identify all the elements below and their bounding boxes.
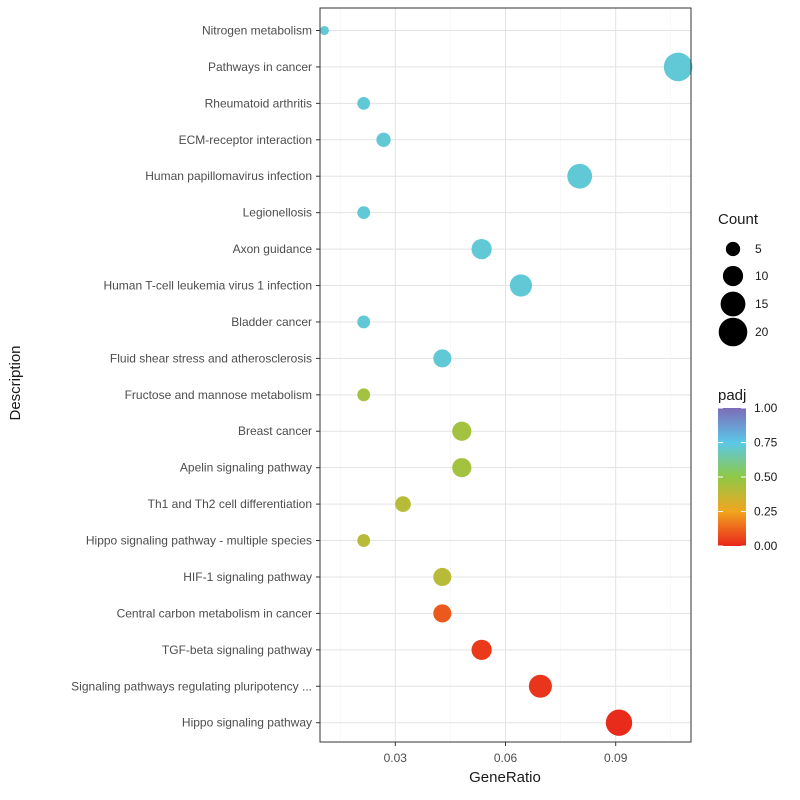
y-tick-label: Apelin signaling pathway <box>180 461 312 475</box>
data-point <box>452 421 472 441</box>
data-point <box>471 639 492 660</box>
x-axis-title: GeneRatio <box>469 769 541 786</box>
x-axis-ticks: 0.03 0.06 0.09 <box>384 742 628 765</box>
y-tick-label: Nitrogen metabolism <box>202 24 312 38</box>
colorbar-label: 0.25 <box>754 505 778 519</box>
count-legend-label: 5 <box>755 242 762 256</box>
padj-legend-title: padj <box>718 387 746 404</box>
x-tick-label: 0.09 <box>604 751 628 765</box>
y-tick-label: Breast cancer <box>238 424 312 438</box>
y-axis-title: Description <box>7 345 24 420</box>
count-legend-label: 15 <box>755 297 769 311</box>
data-point <box>357 388 371 402</box>
data-point <box>471 238 492 260</box>
x-tick-label: 0.03 <box>384 751 408 765</box>
y-tick-label: Human T-cell leukemia virus 1 infection <box>103 279 312 293</box>
padj-legend: padj 0.00 0.25 0.50 0.75 1.00 <box>718 387 778 553</box>
data-point <box>376 132 391 147</box>
data-point <box>663 52 693 82</box>
data-point <box>433 349 452 368</box>
data-point <box>567 163 593 189</box>
colorbar-label: 0.50 <box>754 470 778 484</box>
count-legend-key <box>718 317 748 347</box>
y-tick-label: Pathways in cancer <box>208 60 312 74</box>
count-legend-key <box>725 241 741 257</box>
y-tick-label: Hippo signaling pathway <box>182 716 312 730</box>
y-tick-label: Fructose and mannose metabolism <box>125 388 312 402</box>
y-tick-label: Signaling pathways regulating pluripoten… <box>71 679 312 693</box>
data-point <box>509 274 533 297</box>
count-legend: Count 5 10 15 20 <box>718 211 769 347</box>
y-tick-label: TGF-beta signaling pathway <box>162 643 312 657</box>
y-tick-label: Human papillomavirus infection <box>145 169 312 183</box>
data-point <box>395 496 411 512</box>
data-point <box>452 458 472 478</box>
data-point <box>357 206 371 220</box>
data-point <box>605 709 633 736</box>
colorbar-label: 1.00 <box>754 401 778 415</box>
data-point <box>357 96 371 110</box>
count-legend-key <box>720 291 746 317</box>
y-tick-label: Legionellosis <box>243 206 312 220</box>
count-legend-label: 10 <box>755 269 769 283</box>
y-tick-label: ECM-receptor interaction <box>179 133 312 147</box>
colorbar-label: 0.00 <box>754 539 778 553</box>
y-tick-label: Fluid shear stress and atherosclerosis <box>110 351 312 365</box>
y-tick-label: HIF-1 signaling pathway <box>183 570 312 584</box>
y-tick-label: Bladder cancer <box>231 315 312 329</box>
data-point <box>357 534 371 547</box>
y-tick-label: Axon guidance <box>233 242 313 256</box>
y-tick-label: Th1 and Th2 cell differentiation <box>148 497 312 511</box>
data-point <box>528 674 552 698</box>
count-legend-title: Count <box>718 211 759 228</box>
colorbar-label: 0.75 <box>754 436 778 450</box>
grid-lines <box>320 8 691 742</box>
data-point <box>357 315 371 329</box>
data-points <box>319 25 693 736</box>
y-tick-label: Rheumatoid arthritis <box>205 96 312 110</box>
count-legend-label: 20 <box>755 325 769 339</box>
data-point <box>319 25 329 36</box>
y-tick-label: Hippo signaling pathway - multiple speci… <box>86 534 312 548</box>
x-tick-label: 0.06 <box>494 751 518 765</box>
plot-panel <box>319 7 693 743</box>
count-legend-key <box>722 265 744 287</box>
y-axis-labels: Nitrogen metabolism Pathways in cancer Rhe… <box>71 24 320 730</box>
data-point <box>433 604 452 623</box>
data-point <box>433 567 452 587</box>
y-tick-label: Central carbon metabolism in cancer <box>117 606 312 620</box>
